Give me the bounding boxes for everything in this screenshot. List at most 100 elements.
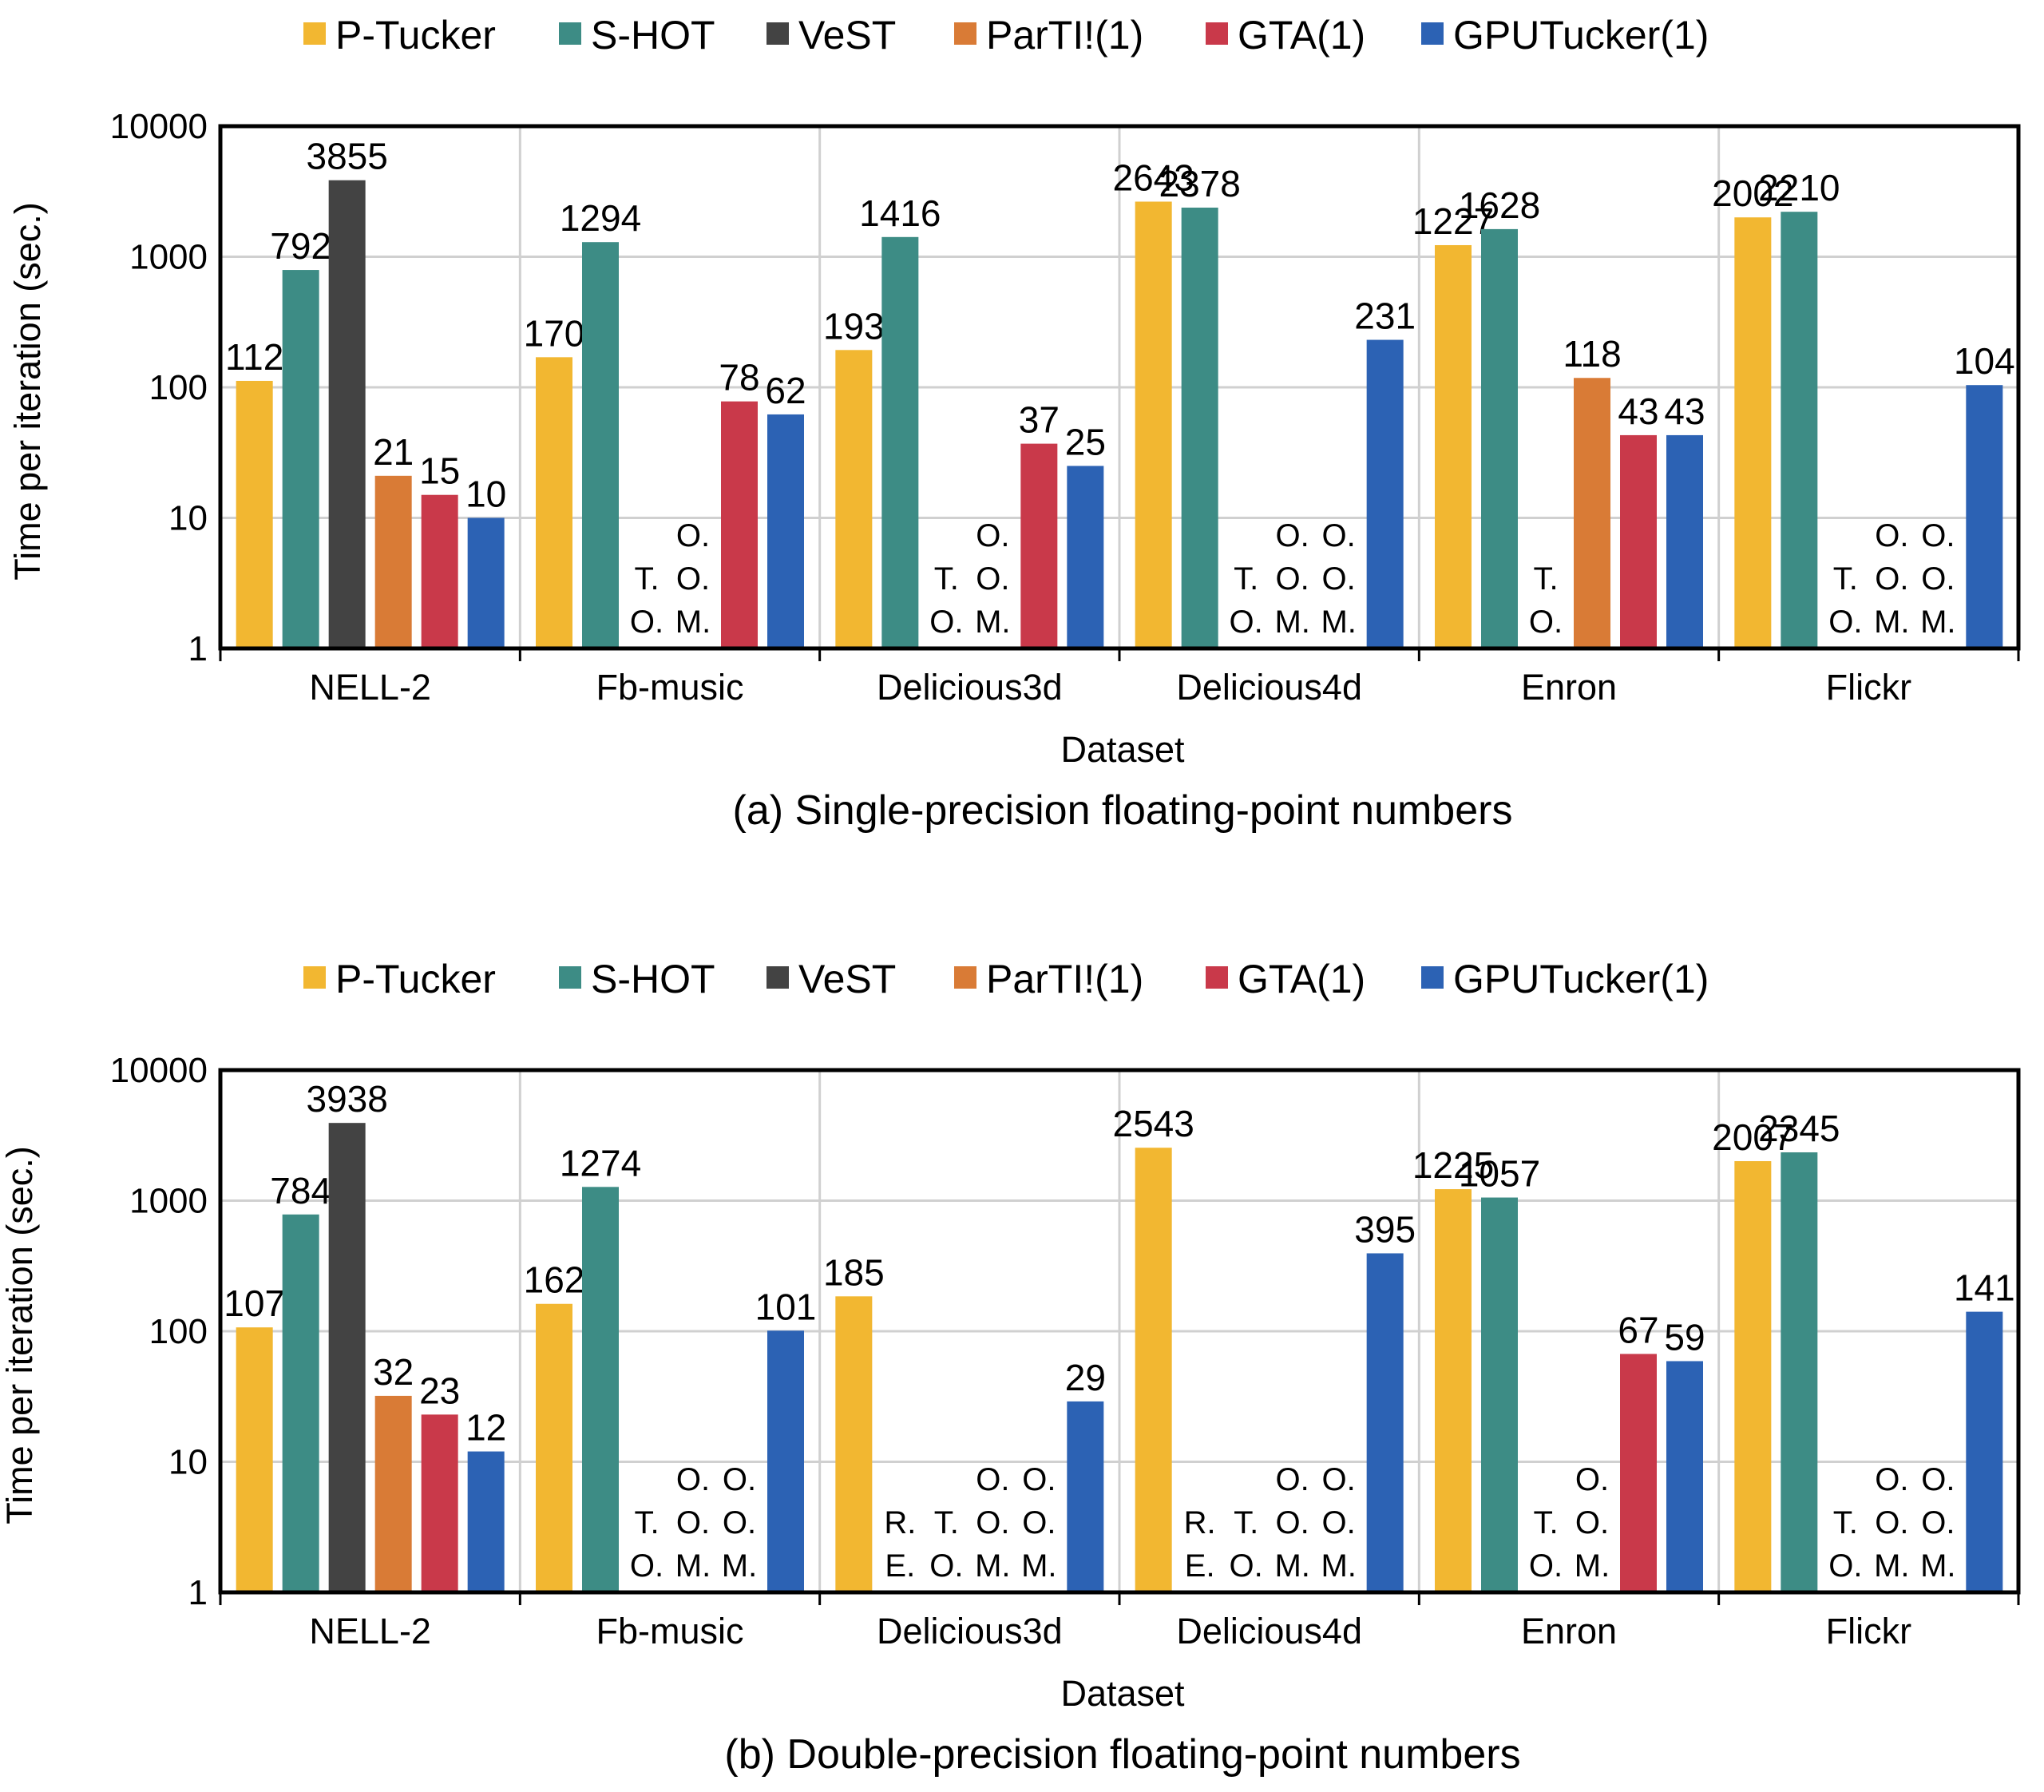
data-label: 1628 — [1459, 184, 1540, 226]
bar-gta-1- — [721, 401, 758, 648]
data-label: 395 — [1354, 1208, 1416, 1250]
data-label: 2643 — [1112, 157, 1194, 198]
legend-swatch — [303, 966, 326, 989]
legend-entry-s-hot: S-HOT — [559, 13, 715, 57]
bar-s-hot — [582, 242, 619, 648]
bar-s-hot — [1481, 1197, 1518, 1592]
data-label: 37 — [1019, 399, 1060, 441]
data-label: 231 — [1354, 295, 1416, 337]
x-axis-label: Dataset — [1060, 729, 1185, 770]
chart-caption: (b) Double-precision floating-point numb… — [724, 1731, 1520, 1778]
status-note: T. — [1533, 561, 1558, 597]
bar-p-tucker — [536, 357, 572, 648]
legend-entry-p-tucker: P-Tucker — [303, 13, 496, 57]
status-note: O. — [1276, 561, 1309, 597]
status-note: O. — [723, 1505, 756, 1540]
legend-swatch — [766, 22, 789, 45]
status-note: E. — [885, 1548, 915, 1584]
status-note: O. — [1276, 1462, 1309, 1497]
y-axis-label: Time per iteration (sec.) — [7, 202, 48, 580]
legend-swatch — [1206, 966, 1228, 989]
status-note: O. — [676, 518, 710, 553]
data-label: 193 — [823, 305, 885, 347]
data-label: 118 — [1563, 333, 1621, 375]
data-label: 1274 — [560, 1142, 641, 1183]
y-tick-label: 10 — [168, 1443, 208, 1482]
legend-entry-gta-1-: GTA(1) — [1206, 957, 1365, 1001]
bar-gta-1- — [1620, 434, 1657, 648]
legend-entry-gta-1-: GTA(1) — [1206, 13, 1365, 57]
data-label: 141 — [1954, 1267, 2015, 1309]
data-label: 3938 — [306, 1078, 387, 1120]
bar-gputucker-1- — [1966, 1311, 2003, 1592]
bar-s-hot — [881, 236, 919, 648]
y-tick-label: 100 — [149, 1312, 208, 1351]
status-note: O. — [1322, 1505, 1356, 1540]
bar-gputucker-1- — [1966, 385, 2003, 648]
data-label: 32 — [373, 1351, 414, 1393]
data-label: 1294 — [560, 197, 641, 239]
data-label: 185 — [823, 1251, 885, 1293]
x-category-label: Delicious3d — [877, 1611, 1063, 1651]
bar-s-hot — [582, 1187, 619, 1592]
bar-vest — [328, 180, 366, 649]
status-note: M. — [722, 1548, 757, 1584]
y-tick-label: 1 — [188, 1573, 208, 1612]
bar-p-tucker — [236, 1327, 273, 1592]
legend-swatch — [1206, 22, 1228, 45]
status-note: O. — [1276, 518, 1309, 553]
bar-gputucker-1- — [1067, 466, 1104, 648]
status-note: T. — [1833, 561, 1858, 597]
legend-label: P-Tucker — [335, 957, 496, 1001]
status-note: O. — [1575, 1505, 1609, 1540]
bar-gputucker-1- — [467, 1451, 505, 1592]
data-label: 162 — [524, 1259, 585, 1301]
y-tick-label: 10 — [168, 499, 208, 538]
legend-swatch — [1421, 22, 1444, 45]
status-note: R. — [1184, 1505, 1216, 1540]
status-note: M. — [975, 1548, 1010, 1584]
status-note: O. — [1828, 1548, 1862, 1584]
legend-swatch — [559, 966, 581, 989]
status-note: O. — [1921, 1462, 1955, 1497]
data-label: 78 — [719, 357, 759, 398]
status-note: T. — [1234, 561, 1258, 597]
x-category-label: Enron — [1521, 1611, 1617, 1651]
legend-entry-parti-1-: ParTI!(1) — [954, 13, 1143, 57]
status-note: O. — [723, 1462, 756, 1497]
status-note: O. — [1529, 1548, 1563, 1584]
status-note: O. — [676, 1505, 710, 1540]
status-note: O. — [1921, 561, 1955, 597]
legend-label: GPUTucker(1) — [1453, 957, 1709, 1001]
legend-entry-vest: VeST — [766, 957, 896, 1001]
data-label: 43 — [1664, 391, 1705, 432]
data-label: 112 — [225, 336, 283, 378]
status-note: O. — [1875, 1462, 1908, 1497]
bar-s-hot — [1781, 212, 1818, 648]
data-label: 29 — [1065, 1357, 1106, 1398]
status-note: O. — [976, 518, 1009, 553]
status-note: M. — [1920, 1548, 1955, 1584]
legend-label: S-HOT — [591, 13, 715, 57]
y-tick-label: 10000 — [110, 1051, 208, 1090]
legend-entry-s-hot: S-HOT — [559, 957, 715, 1001]
data-label: 1057 — [1459, 1153, 1540, 1195]
data-label: 2543 — [1112, 1103, 1194, 1144]
legend-label: ParTI!(1) — [986, 13, 1143, 57]
y-tick-label: 1000 — [129, 1182, 208, 1221]
status-note: M. — [1920, 605, 1955, 640]
chart-caption: (a) Single-precision floating-point numb… — [733, 787, 1513, 834]
status-note: M. — [675, 1548, 711, 1584]
status-note: R. — [884, 1505, 916, 1540]
status-note: O. — [976, 1462, 1009, 1497]
y-tick-label: 10000 — [110, 107, 208, 146]
x-category-label: Fb-music — [596, 1611, 743, 1651]
legend-label: VeST — [798, 13, 896, 57]
data-label: 3855 — [306, 136, 387, 177]
data-label: 23 — [419, 1370, 460, 1411]
legend-label: GTA(1) — [1238, 13, 1365, 57]
status-note: T. — [634, 1505, 659, 1540]
bar-gputucker-1- — [467, 517, 505, 648]
status-note: O. — [1322, 1462, 1356, 1497]
bar-p-tucker — [536, 1303, 572, 1592]
